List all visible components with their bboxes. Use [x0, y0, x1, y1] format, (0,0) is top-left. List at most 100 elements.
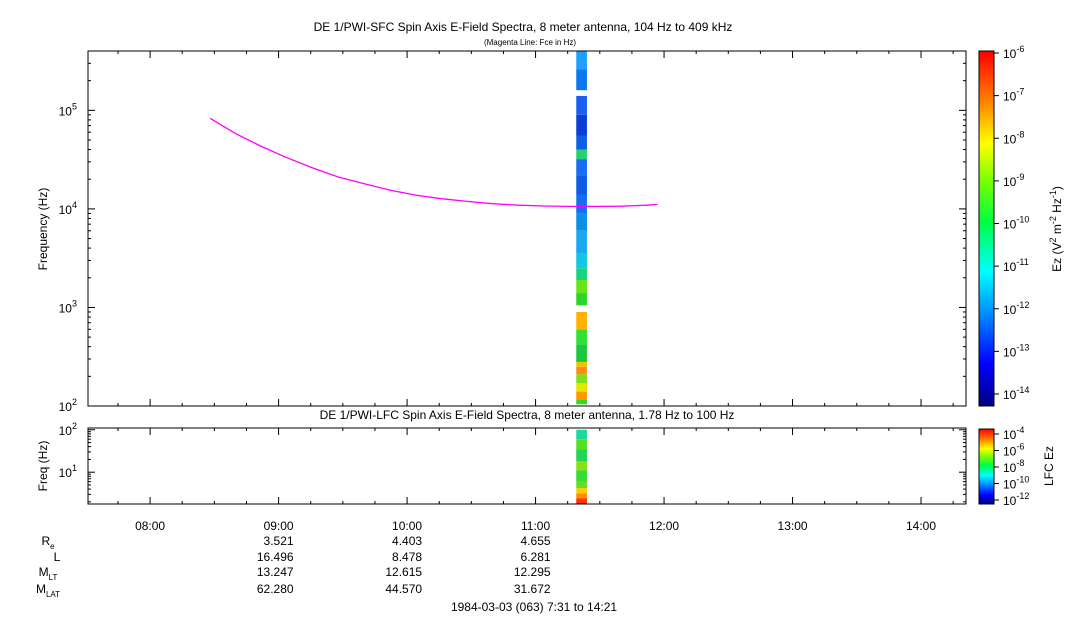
colorbar-tick-label: 10-9	[1003, 172, 1024, 189]
top-spectrogram-cell	[576, 311, 587, 330]
x-tick-label: 11:00	[521, 519, 550, 533]
top-spectrogram-cell	[576, 268, 587, 280]
bottom-colorbar-label: LFC Ez	[1042, 446, 1056, 486]
bottom-spectrogram-cell	[576, 461, 587, 471]
top-spectrogram-cell	[576, 344, 587, 362]
ephemeris-value: 62.280	[257, 582, 294, 596]
ephemeris-value: 13.247	[257, 565, 294, 579]
top-colorbar-label: Ez (V2 m-2 Hz-1)	[1048, 186, 1064, 272]
x-tick-label: 14:00	[906, 519, 936, 533]
ephemeris-value: 4.655	[521, 534, 551, 548]
top-spectrogram-cell	[576, 95, 587, 115]
y-tick-label: 104	[59, 200, 77, 217]
bottom-spectrogram-cell	[576, 493, 587, 499]
top-spectrogram-cell	[576, 213, 587, 231]
fce-line	[209, 117, 658, 208]
ephemeris-row-label: MLAT	[36, 582, 60, 599]
top-spectrogram-cell	[576, 279, 587, 294]
x-tick-label: 10:00	[392, 519, 422, 533]
top-spectrogram-panel: 102 103 104 105	[59, 50, 967, 414]
top-spectrogram-cell	[576, 400, 587, 405]
x-tick-label: 09:00	[264, 519, 294, 533]
bottom-spectrogram-cell	[576, 439, 587, 450]
colorbar-tick-label: 10-6	[1003, 44, 1024, 61]
colorbar-tick-label: 10-10	[1003, 475, 1029, 492]
top-spectrogram-cell	[576, 366, 587, 375]
colorbar-tick-label: 10-8	[1003, 458, 1024, 475]
x-tick-label: 13:00	[778, 519, 808, 533]
top-spectrogram-cell	[576, 149, 587, 160]
x-tick-labels: 08:00 09:00 10:00 11:00 12:00 13:00 14:00	[135, 519, 936, 533]
top-spectrogram-cell	[576, 391, 587, 401]
top-spectrogram-cell	[576, 230, 587, 254]
bottom-spectrogram-strip	[576, 429, 587, 504]
ephemeris-row-label: L	[54, 550, 61, 564]
x-tick-label: 08:00	[135, 519, 165, 533]
top-spectrogram-cell	[576, 159, 587, 176]
top-spectrogram-strip	[576, 51, 587, 405]
bottom-spectrogram-cell	[576, 429, 587, 440]
ephemeris-value: 44.570	[385, 582, 422, 596]
top-spectrogram-cell	[576, 194, 587, 214]
colorbar-tick-label: 10-12	[1003, 300, 1029, 317]
top-spectrogram-cell	[576, 253, 587, 269]
colorbar-tick-label: 10-4	[1003, 425, 1024, 442]
top-colorbar: 10-6 10-7 10-8 10-9 10-10 10-11 10-12 10-13 10-1…	[978, 44, 1029, 407]
ephemeris-value: 16.496	[257, 550, 294, 564]
top-x-ticks	[117, 51, 954, 406]
ephemeris-value: 31.672	[514, 582, 551, 596]
colorbar-tick-label: 10-14	[1003, 385, 1029, 402]
top-y-axis-label: Frequency (Hz)	[36, 188, 50, 271]
top-spectrogram-cell	[576, 383, 587, 392]
top-spectrogram-cell	[576, 51, 587, 70]
colorbar-tick-label: 10-11	[1003, 257, 1029, 274]
bottom-spectrogram-cell	[576, 488, 587, 494]
ephemeris-value: 8.478	[392, 550, 422, 564]
top-spectrogram-cell	[576, 293, 587, 306]
bottom-y-axis-label: Freq (Hz)	[36, 441, 50, 492]
top-chart-subtitle: (Magenta Line: Fce in Hz)	[484, 38, 576, 47]
y-tick-label: 103	[59, 298, 77, 315]
ephemeris-row-label: MLT	[39, 565, 58, 582]
bottom-y-ticks: 101 102	[59, 421, 966, 503]
y-tick-label: 101	[59, 463, 77, 480]
ephemeris-value: 12.295	[514, 565, 551, 579]
ephemeris-row-label: Re	[41, 534, 55, 551]
y-tick-label: 102	[59, 421, 77, 438]
bottom-spectrogram-cell	[576, 498, 587, 504]
ephemeris-value: 3.521	[264, 534, 294, 548]
bottom-spectrogram-cell	[576, 481, 587, 489]
bottom-spectrogram-panel: 101 102	[59, 421, 967, 505]
bottom-spectrogram-cell	[576, 470, 587, 482]
colorbar-tick-label: 10-6	[1003, 442, 1024, 459]
ephemeris-value: 4.403	[392, 534, 422, 548]
colorbar-tick-label: 10-10	[1003, 215, 1029, 232]
top-spectrogram-cell	[576, 361, 587, 367]
top-spectrogram-cell	[576, 329, 587, 345]
top-plot-frame	[87, 50, 967, 407]
ephemeris-value: 12.615	[385, 565, 422, 579]
y-tick-label: 102	[59, 397, 77, 414]
colorbar-tick-label: 10-7	[1003, 87, 1024, 104]
bottom-plot-frame	[87, 427, 967, 505]
top-spectrogram-cell	[576, 374, 587, 384]
y-tick-label: 105	[59, 101, 77, 118]
top-spectrogram-cell	[576, 135, 587, 150]
top-spectrogram-cell	[576, 175, 587, 195]
top-y-ticks: 102 103 104 105	[59, 50, 966, 414]
bottom-x-ticks	[117, 428, 954, 504]
colorbar-tick-label: 10-12	[1003, 491, 1029, 508]
ephemeris-value: 6.281	[521, 550, 551, 564]
x-tick-label: 12:00	[649, 519, 679, 533]
top-chart-title: DE 1/PWI-SFC Spin Axis E-Field Spectra, …	[314, 20, 733, 34]
top-spectrogram-cell	[576, 114, 587, 136]
bottom-spectrogram-cell	[576, 449, 587, 462]
top-spectrogram-cell	[576, 69, 587, 91]
colorbar-tick-label: 10-13	[1003, 342, 1029, 359]
bottom-chart-title: DE 1/PWI-LFC Spin Axis E-Field Spectra, …	[320, 408, 735, 422]
time-range-footer: 1984-03-03 (063) 7:31 to 14:21	[451, 600, 617, 614]
colorbar-tick-label: 10-8	[1003, 129, 1024, 146]
